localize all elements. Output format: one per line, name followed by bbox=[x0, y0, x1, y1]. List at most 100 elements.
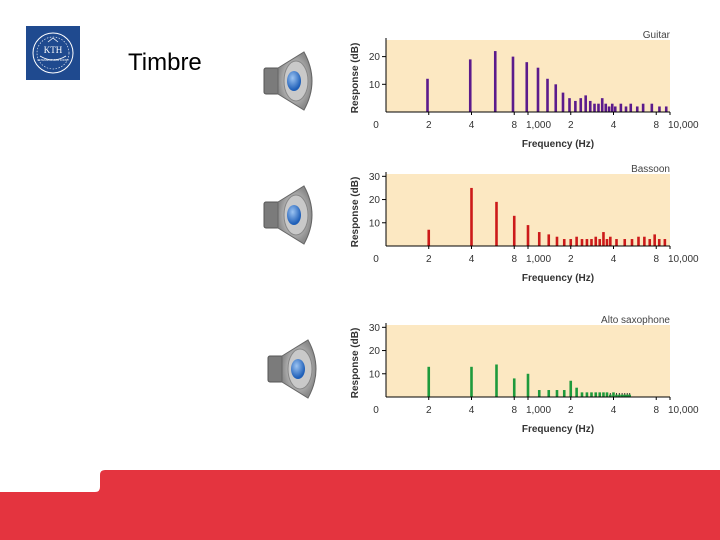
x-tick-label: 0 bbox=[373, 254, 379, 265]
y-tick-label: 10 bbox=[369, 218, 381, 229]
spectrum-bar bbox=[585, 239, 589, 246]
spectrum-bar bbox=[568, 98, 571, 112]
spectrum-bar bbox=[585, 392, 589, 397]
spectrum-bar bbox=[555, 236, 559, 246]
footer-band bbox=[0, 470, 720, 540]
spectrum-bar bbox=[537, 232, 541, 246]
spectrum-bar bbox=[623, 394, 627, 397]
chart-title: Alto saxophone bbox=[601, 315, 670, 326]
x-tick-label: 0 bbox=[373, 120, 379, 131]
spectrum-bar bbox=[612, 392, 615, 397]
spectrum-bar bbox=[468, 59, 472, 112]
y-tick-label: 10 bbox=[369, 80, 381, 91]
spectrum-bar bbox=[625, 394, 629, 397]
spectrum-bar bbox=[575, 236, 578, 246]
x-tick-label: 2 bbox=[426, 405, 432, 416]
x-tick-label: 1,000 bbox=[526, 120, 551, 131]
spectrum-bar bbox=[574, 100, 577, 112]
spectrum-bar bbox=[610, 103, 614, 112]
x-tick-label: 8 bbox=[653, 120, 659, 131]
x-tick-label: 8 bbox=[511, 405, 517, 416]
spectrum-bar bbox=[470, 366, 473, 397]
spectrum-bar bbox=[619, 103, 623, 112]
x-tick-label: 0 bbox=[373, 405, 379, 416]
chart-title: Bassoon bbox=[631, 164, 670, 175]
spectrum-bar bbox=[536, 67, 540, 112]
alto-saxophone-spectrum-chart: 10 20 30 0 2 4 8 1,000 2 4 8 10,000 Alto saxophone Fr… bbox=[350, 315, 699, 435]
logo-text: KTH bbox=[44, 45, 63, 55]
x-tick-label: 10,000 bbox=[668, 120, 699, 131]
spectrum-bar bbox=[629, 103, 633, 112]
kth-logo-emblem: KTH VETENSKAP OCH KONST bbox=[26, 26, 80, 80]
spectrum-bar bbox=[630, 239, 634, 246]
spectrum-bar bbox=[427, 229, 431, 246]
x-tick-label: 2 bbox=[426, 254, 432, 265]
spectrum-bar bbox=[615, 394, 618, 397]
x-tick-label: 10,000 bbox=[668, 254, 699, 265]
y-tick-label: 30 bbox=[369, 172, 381, 183]
spectrum-bar bbox=[525, 62, 529, 112]
bassoon-spectrum-chart: 10 20 30 0 2 4 8 1,000 2 4 8 10,000 Bassoon Frequency… bbox=[350, 164, 699, 284]
spectrum-bar bbox=[512, 215, 516, 246]
spectrum-bar bbox=[650, 103, 654, 112]
spectrum-bar bbox=[426, 78, 429, 112]
speaker-icon[interactable] bbox=[262, 336, 328, 402]
spectrum-bar bbox=[590, 392, 593, 397]
spectrum-bar bbox=[641, 103, 645, 112]
spectrum-bar bbox=[624, 106, 628, 112]
x-tick-label: 1,000 bbox=[526, 254, 551, 265]
x-axis-label: Frequency (Hz) bbox=[522, 139, 594, 150]
spectrum-bar bbox=[511, 56, 515, 112]
spectrum-bar bbox=[594, 392, 598, 397]
spectrum-bar bbox=[620, 394, 624, 397]
spectrum-bar bbox=[562, 390, 566, 397]
spectrum-bar bbox=[623, 239, 627, 246]
x-tick-label: 4 bbox=[611, 405, 617, 416]
spectrum-bar bbox=[546, 78, 549, 112]
spectrum-bar bbox=[609, 236, 612, 246]
x-tick-label: 4 bbox=[469, 254, 475, 265]
spectrum-bar bbox=[653, 234, 656, 246]
spectrum-bar bbox=[605, 239, 609, 246]
spectrum-bar bbox=[593, 103, 596, 112]
spectrum-bar bbox=[664, 106, 668, 112]
spectrum-bar bbox=[605, 392, 609, 397]
spectrum-bar bbox=[579, 98, 583, 112]
spectrum-bar bbox=[554, 84, 558, 112]
x-tick-label: 1,000 bbox=[526, 405, 551, 416]
spectrum-bar bbox=[604, 103, 608, 112]
x-tick-label: 8 bbox=[653, 405, 659, 416]
y-tick-label: 10 bbox=[369, 369, 381, 380]
spectrum-bar bbox=[526, 373, 530, 397]
x-tick-label: 4 bbox=[469, 120, 475, 131]
y-tick-label: 20 bbox=[369, 195, 381, 206]
x-axis-label: Frequency (Hz) bbox=[522, 273, 594, 284]
speaker-icon[interactable] bbox=[258, 48, 324, 114]
x-tick-label: 4 bbox=[469, 405, 475, 416]
x-tick-label: 8 bbox=[653, 254, 659, 265]
spectrum-bar bbox=[580, 392, 584, 397]
spectrum-bar bbox=[658, 106, 661, 112]
spectrum-bar bbox=[575, 387, 578, 397]
x-tick-label: 2 bbox=[426, 120, 432, 131]
spectrum-bar bbox=[609, 394, 612, 397]
spectrum-bar bbox=[598, 392, 602, 397]
y-tick-label: 20 bbox=[369, 52, 381, 63]
spectrum-bar bbox=[555, 390, 559, 397]
spectrum-bar bbox=[613, 106, 617, 112]
spectrum-bar bbox=[615, 239, 618, 246]
kth-logo: KTH VETENSKAP OCH KONST bbox=[26, 26, 80, 80]
spectrum-bar bbox=[597, 103, 600, 112]
x-tick-label: 4 bbox=[611, 120, 617, 131]
spectrum-bar bbox=[561, 92, 565, 112]
spectrum-bar bbox=[607, 106, 611, 112]
x-tick-label: 2 bbox=[568, 120, 574, 131]
spectrum-bar bbox=[427, 366, 431, 397]
spectrum-bar bbox=[512, 378, 516, 397]
spectrum-bar bbox=[470, 187, 473, 246]
speaker-icon[interactable] bbox=[258, 182, 324, 248]
spectrum-bar bbox=[602, 232, 605, 246]
spectrum-bar bbox=[588, 100, 592, 112]
y-tick-label: 30 bbox=[369, 323, 381, 334]
spectrum-bar bbox=[584, 95, 587, 112]
